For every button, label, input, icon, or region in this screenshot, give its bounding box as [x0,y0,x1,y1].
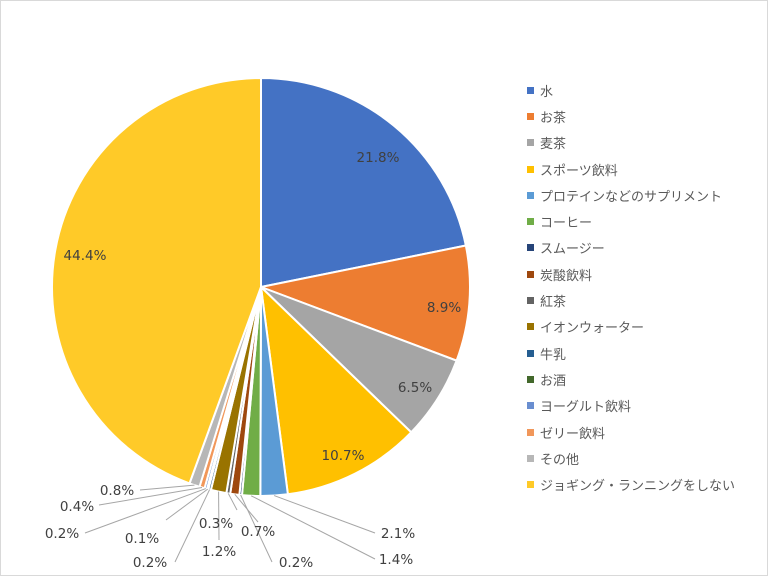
legend-item-4: プロテインなどのサプリメント [527,182,735,208]
legend-swatch [527,454,534,462]
data-label-9: 1.2% [202,544,236,560]
pie-slice-3 [259,284,413,496]
legend-item-14: その他 [527,445,735,471]
legend-swatch [527,297,534,305]
legend-label: 牛乳 [540,347,567,363]
legend-item-8: 紅茶 [527,287,735,313]
legend-item-9: イオンウォーター [527,314,735,340]
legend-label: ヨーグルト飲料 [540,400,632,416]
legend-swatch [527,323,534,331]
legend-item-3: スポーツ飲料 [527,156,735,182]
legend-label: ジョギング・ランニングをしない [540,479,736,495]
leader-lines [84,484,376,563]
legend-swatch [527,165,534,173]
legend-item-7: 炭酸飲料 [527,261,735,287]
leader-line-5 [250,495,376,560]
legend-label: お酒 [540,373,567,389]
leader-line-13 [98,487,203,506]
data-label-3: 10.7% [322,448,365,464]
legend-item-6: スムージー [527,235,735,261]
legend-swatch [527,428,534,436]
legend-label: 炭酸飲料 [540,268,593,284]
leader-line-10 [174,489,211,563]
legend-label: ゼリー飲料 [540,426,606,442]
data-label-14: 0.8% [100,483,134,499]
pie-slice-0 [260,76,468,289]
pie-slices [51,76,471,498]
data-label-10: 0.2% [133,555,167,571]
data-labels: 21.8%8.9%6.5%10.7%2.1%1.4%0.2%0.7%0.3%1.… [45,150,461,571]
legend-swatch [527,402,534,410]
legend-item-12: ヨーグルト飲料 [527,393,735,419]
legend-item-2: 麦茶 [527,130,735,156]
legend-swatch [527,244,534,252]
legend-item-11: お酒 [527,366,735,392]
legend-label: スムージー [540,242,605,258]
legend-item-5: コーヒー [527,208,735,234]
leader-line-14 [139,484,195,491]
leader-line-6 [240,494,273,563]
pie-slice-15 [51,76,262,485]
data-label-13: 0.4% [60,499,94,515]
data-label-8: 0.3% [199,516,233,532]
legend-swatch [527,191,534,199]
legend-label: プロテインなどのサプリメント [540,189,723,205]
leader-line-8 [227,493,238,511]
legend-swatch [527,218,534,226]
pie-slice-1 [257,244,471,362]
legend-label: その他 [540,452,580,468]
legend-item-1: お茶 [527,103,735,129]
legend-label: イオンウォーター [540,321,645,337]
data-label-12: 0.2% [45,526,79,542]
legend-item-13: ゼリー飲料 [527,419,735,445]
legend-label: 紅茶 [540,295,567,311]
data-label-5: 1.4% [379,552,413,568]
legend-label: スポーツ飲料 [540,163,618,179]
data-label-6: 0.2% [279,555,313,571]
legend-swatch [527,270,534,278]
legend: 水お茶麦茶スポーツ飲料プロテインなどのサプリメント コーヒースムージー炭酸飲料紅茶… [527,77,735,498]
legend-swatch [527,349,534,357]
data-label-4: 2.1% [381,526,415,542]
data-label-1: 8.9% [427,300,461,316]
data-label-7: 0.7% [241,524,275,540]
legend-label: お茶 [540,110,567,126]
data-label-0: 21.8% [357,150,400,166]
leader-line-4 [273,495,376,534]
legend-item-10: 牛乳 [527,340,735,366]
legend-swatch [527,112,534,120]
legend-swatch [527,481,534,489]
legend-label: 麦茶 [540,137,567,153]
legend-label: コーヒー [540,216,593,232]
data-label-15: 44.4% [64,248,107,264]
leader-line-11 [165,488,208,521]
legend-label: 水 [540,84,554,100]
legend-item-0: 水 [527,77,735,103]
leader-line-12 [84,488,206,534]
legend-swatch [527,375,534,383]
data-label-2: 6.5% [398,380,432,396]
legend-item-15: ジョギング・ランニングをしない [527,471,735,497]
legend-swatch [527,139,534,147]
data-label-11: 0.1% [125,531,159,547]
legend-swatch [527,86,534,94]
leader-line-7 [234,494,259,523]
